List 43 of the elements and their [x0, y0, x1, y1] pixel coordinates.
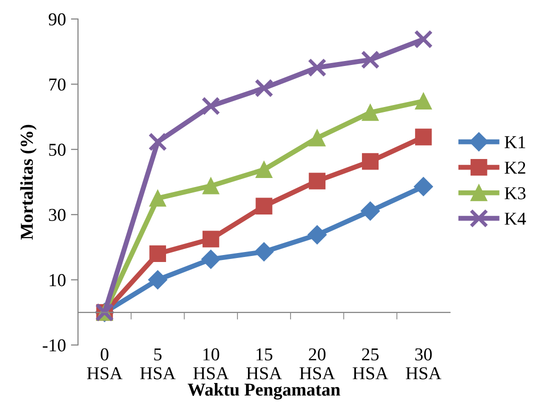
x-tick-label: 10 HSA	[193, 348, 229, 380]
y-tick-label: 50	[49, 144, 66, 156]
x-tick-label: 25 HSA	[352, 348, 388, 380]
legend-label: K1	[504, 136, 526, 148]
x-tick-label: 15 HSA	[246, 348, 282, 380]
point	[415, 128, 432, 146]
y-tick-label: 30	[49, 208, 66, 222]
point	[362, 153, 379, 170]
y-tick-label: 70	[49, 78, 66, 91]
legend-label: K4	[504, 212, 526, 225]
point	[254, 78, 274, 98]
point	[256, 198, 272, 214]
point	[414, 30, 433, 49]
point	[148, 270, 168, 290]
point	[149, 245, 166, 262]
point	[201, 96, 220, 116]
y-tick-label: -10	[42, 339, 66, 352]
y-tick-label: 90	[48, 13, 66, 26]
point	[254, 242, 274, 262]
x-tick-label: 0 HSA	[87, 348, 122, 380]
point	[415, 92, 432, 110]
y-tick-label: 10	[50, 274, 66, 286]
point	[360, 50, 380, 70]
point	[308, 130, 326, 146]
point	[308, 172, 326, 190]
point	[414, 177, 433, 196]
x-tick-label: 20 HSA	[300, 348, 336, 380]
point	[362, 104, 379, 121]
point	[256, 161, 272, 178]
point	[308, 225, 327, 244]
point	[308, 58, 327, 77]
legend-label: K3	[504, 187, 526, 200]
point	[360, 201, 380, 221]
point	[202, 230, 220, 248]
x-tick-label: 30 HSA	[406, 348, 442, 380]
point	[148, 132, 168, 152]
point	[201, 250, 220, 269]
y-axis-title: Mortalitas (%)	[20, 124, 37, 240]
x-axis-title: Waktu Pengamatan	[188, 383, 340, 400]
point	[149, 190, 166, 207]
point	[202, 178, 220, 194]
x-tick-label: 5 HSA	[140, 348, 176, 380]
legend-label: K2	[504, 162, 526, 174]
